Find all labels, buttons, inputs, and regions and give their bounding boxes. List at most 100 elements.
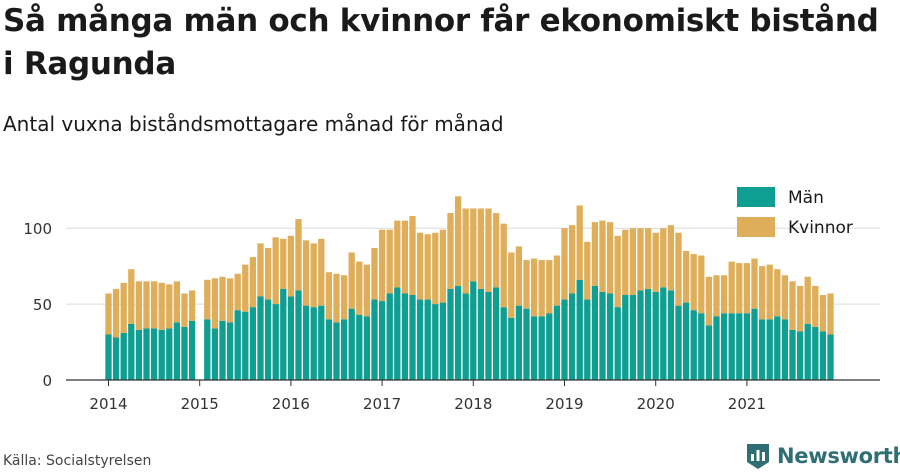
bar-woman xyxy=(622,229,629,295)
bar-man xyxy=(257,296,264,380)
bar-man xyxy=(401,293,409,380)
bar-man xyxy=(409,294,416,380)
bar-woman xyxy=(515,246,523,306)
bar-woman xyxy=(340,275,348,320)
bar-man xyxy=(568,293,576,380)
bar-woman xyxy=(249,257,257,308)
x-tick-label: 2016 xyxy=(272,395,310,413)
bar-woman xyxy=(743,263,751,314)
legend-label: Kvinnor xyxy=(788,218,853,238)
bar-woman xyxy=(128,269,135,324)
bar-man xyxy=(492,287,500,380)
bar-woman xyxy=(629,228,637,295)
bar-man xyxy=(318,305,325,380)
bar-woman xyxy=(386,229,393,294)
bar-woman xyxy=(751,258,758,309)
bar-man xyxy=(705,325,713,380)
bar-man xyxy=(363,316,371,380)
bar-man xyxy=(682,302,690,380)
bar-woman xyxy=(333,273,340,323)
bar-woman xyxy=(135,281,143,330)
bar-man xyxy=(158,329,165,380)
bar-woman xyxy=(264,247,272,300)
x-tick-label: 2019 xyxy=(545,395,583,413)
legend-swatch xyxy=(737,187,775,207)
bar-man xyxy=(584,299,591,380)
bar-man xyxy=(629,294,637,380)
legend-label: Män xyxy=(788,188,824,208)
bar-man xyxy=(553,305,561,380)
bar-man xyxy=(766,319,773,380)
bar-man xyxy=(728,313,735,380)
bar-woman xyxy=(310,243,317,308)
bar-man xyxy=(181,326,188,380)
bar-man xyxy=(819,331,827,380)
bar-woman xyxy=(705,276,713,326)
bar-man xyxy=(485,291,492,380)
bar-man xyxy=(637,290,644,380)
bar-man xyxy=(112,337,120,380)
bar-man xyxy=(105,334,112,380)
y-tick-label: 0 xyxy=(42,372,52,390)
bar-man xyxy=(576,279,583,380)
bar-woman xyxy=(318,238,325,306)
bar-woman xyxy=(713,275,720,317)
bar-man xyxy=(470,281,477,380)
bar-man xyxy=(789,329,796,380)
bar-woman xyxy=(781,275,789,320)
bar-woman xyxy=(812,285,819,327)
y-tick-label: 50 xyxy=(33,296,52,314)
bar-woman xyxy=(553,255,561,306)
x-tick-label: 2015 xyxy=(181,395,219,413)
bar-woman xyxy=(698,255,705,314)
bar-woman xyxy=(827,293,834,335)
bar-man xyxy=(188,320,196,380)
bar-woman xyxy=(682,250,690,303)
bar-man xyxy=(698,313,705,380)
chart-title: Så många män och kvinnor får ekonomiskt … xyxy=(3,3,879,82)
bar-woman xyxy=(508,252,515,318)
bar-woman xyxy=(188,290,196,321)
bar-woman xyxy=(675,232,682,306)
bar-woman xyxy=(477,208,485,289)
bar-woman xyxy=(112,288,120,338)
bar-woman xyxy=(614,235,621,308)
bar-man xyxy=(660,287,667,380)
bar-man xyxy=(447,288,454,380)
bar-woman xyxy=(758,266,766,320)
chart-subtitle: Antal vuxna biståndsmottagare månad för … xyxy=(3,112,504,136)
bar-woman xyxy=(584,241,591,300)
bar-man xyxy=(743,313,751,380)
bar-man xyxy=(827,334,834,380)
bar-woman xyxy=(394,220,401,288)
bars xyxy=(105,196,834,380)
bar-woman xyxy=(819,294,827,332)
bar-woman xyxy=(485,208,492,292)
bar-man xyxy=(812,326,819,380)
bar-woman xyxy=(158,282,165,330)
bar-woman xyxy=(660,228,667,288)
bar-man xyxy=(454,285,462,380)
bar-woman xyxy=(538,260,545,317)
bar-woman xyxy=(447,213,454,289)
bar-woman xyxy=(492,213,500,288)
bar-man xyxy=(166,328,173,380)
bar-man xyxy=(234,310,241,380)
bar-woman xyxy=(143,281,150,329)
bar-woman xyxy=(204,279,211,320)
brand-name: Newsworthy xyxy=(777,444,900,468)
bar-woman xyxy=(728,261,735,314)
bar-man xyxy=(150,328,158,380)
bar-man xyxy=(226,322,234,380)
bar-woman xyxy=(280,238,287,289)
bar-woman xyxy=(470,208,477,282)
bar-man xyxy=(462,293,469,380)
bar-woman xyxy=(530,258,538,317)
bar-woman xyxy=(211,278,219,329)
bar-woman xyxy=(576,205,583,280)
source-note: Källa: Socialstyrelsen xyxy=(3,453,152,469)
bar-man xyxy=(173,322,181,380)
bar-man xyxy=(264,299,272,380)
bar-man xyxy=(120,332,127,380)
bar-man xyxy=(515,305,523,380)
